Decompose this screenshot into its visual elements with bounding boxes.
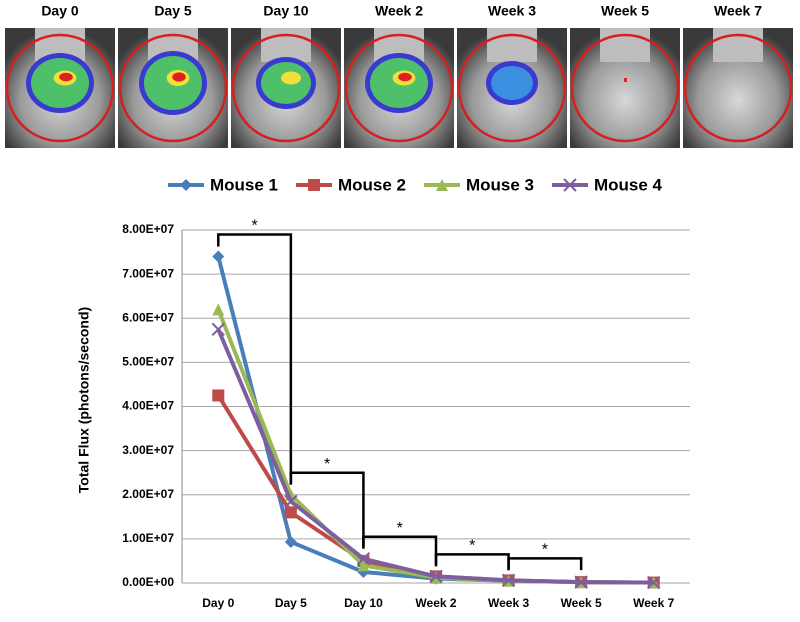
nose-cone xyxy=(261,28,311,62)
data-point xyxy=(429,569,443,584)
legend-label: Mouse 2 xyxy=(338,175,406,194)
x-tick-label: Day 5 xyxy=(275,596,307,610)
roi-circle xyxy=(570,33,680,143)
legend-label: Mouse 1 xyxy=(210,175,278,194)
legend-label: Mouse 4 xyxy=(594,175,663,194)
significance-bracket xyxy=(289,471,365,547)
legend-marker xyxy=(436,179,448,191)
data-point xyxy=(284,494,298,509)
image-label: Day 10 xyxy=(263,3,308,19)
significance-bracket xyxy=(362,535,438,565)
nose-cone xyxy=(713,28,763,62)
x-tick-label: Day 10 xyxy=(344,596,383,610)
image-label: Week 3 xyxy=(488,3,536,19)
legend-marker xyxy=(180,179,192,191)
significance-bracket xyxy=(434,553,510,569)
roi-circle xyxy=(118,33,228,143)
data-point xyxy=(647,575,661,590)
significance-mark: * xyxy=(397,520,403,537)
image-label: Week 2 xyxy=(375,3,423,19)
x-tick-label: Week 3 xyxy=(488,596,529,610)
signal xyxy=(172,72,186,82)
data-point xyxy=(211,322,225,336)
image-label: Week 5 xyxy=(601,3,649,19)
data-point xyxy=(284,535,297,548)
significance-mark: * xyxy=(251,218,257,235)
y-tick-label: 3.00E+07 xyxy=(122,443,174,457)
signal xyxy=(281,71,301,85)
legend-marker xyxy=(308,179,320,191)
legend-label: Mouse 3 xyxy=(466,175,534,194)
data-point xyxy=(574,575,588,589)
y-axis-title: Total Flux (photons/second) xyxy=(76,307,92,493)
x-tick-label: Week 2 xyxy=(415,596,456,610)
image-label: Day 5 xyxy=(154,3,192,19)
legend-marker xyxy=(563,178,577,192)
y-tick-label: 5.00E+07 xyxy=(122,355,174,369)
signal xyxy=(491,66,533,100)
significance-bracket xyxy=(507,557,583,571)
nose-cone xyxy=(600,28,650,62)
series-line xyxy=(216,255,654,585)
signal xyxy=(398,72,412,82)
x-tick-label: Day 0 xyxy=(202,596,234,610)
data-point xyxy=(212,303,225,316)
data-point xyxy=(212,250,225,263)
roi-circle xyxy=(5,33,115,143)
x-tick-label: Week 5 xyxy=(561,596,602,610)
y-tick-label: 0.00E+00 xyxy=(122,575,174,589)
y-tick-label: 4.00E+07 xyxy=(122,399,174,413)
y-tick-label: 7.00E+07 xyxy=(122,266,174,280)
y-tick-label: 8.00E+07 xyxy=(122,222,174,236)
signal xyxy=(624,78,627,82)
data-point xyxy=(284,506,297,519)
data-point xyxy=(212,389,225,402)
significance-mark: * xyxy=(324,456,330,473)
image-label: Week 7 xyxy=(714,3,762,19)
y-tick-label: 1.00E+07 xyxy=(122,531,174,545)
y-tick-label: 2.00E+07 xyxy=(122,487,174,501)
signal xyxy=(59,72,73,82)
data-point xyxy=(501,573,516,588)
roi-circle xyxy=(457,33,567,143)
significance-bracket xyxy=(217,233,293,483)
y-tick-label: 6.00E+07 xyxy=(122,310,174,324)
roi-circle xyxy=(683,33,793,143)
roi-circle xyxy=(344,33,454,143)
data-point xyxy=(357,559,370,572)
data-point xyxy=(356,552,371,566)
image-label: Day 0 xyxy=(41,3,79,19)
x-tick-label: Week 7 xyxy=(633,596,674,610)
roi-circle xyxy=(231,33,341,143)
significance-mark: * xyxy=(469,538,475,555)
significance-mark: * xyxy=(542,542,548,559)
nose-cone xyxy=(487,28,537,62)
